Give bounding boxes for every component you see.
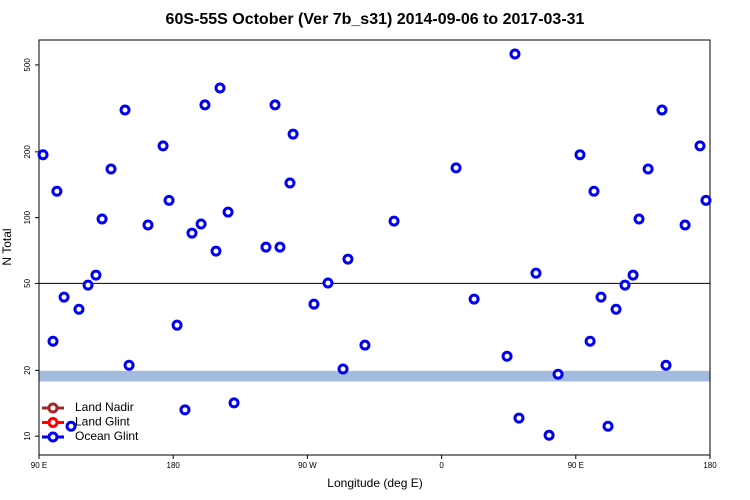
x-tick-label: 90 E: [568, 461, 584, 470]
data-point: [619, 279, 631, 291]
data-point: [700, 194, 712, 206]
data-point: [337, 363, 349, 375]
x-tick-label: 180: [703, 461, 717, 470]
data-point: [119, 104, 131, 116]
data-point: [210, 245, 222, 257]
data-point: [186, 227, 198, 239]
x-tick-label: 0: [439, 461, 444, 470]
y-tick-label: 200: [23, 145, 32, 159]
data-point: [656, 104, 668, 116]
x-axis-label: Longitude (deg E): [327, 476, 422, 490]
y-tick-label: 500: [23, 58, 32, 72]
chart-title: 60S-55S October (Ver 7b_s31) 2014-09-06 …: [166, 11, 585, 28]
data-point: [642, 163, 654, 175]
legend-label: Ocean Glint: [75, 429, 139, 443]
x-tick-label: 90 W: [298, 461, 317, 470]
legend-label: Land Nadir: [75, 400, 134, 414]
reference-band: [39, 370, 710, 382]
data-point: [509, 48, 521, 60]
plot-frame: [38, 39, 711, 456]
data-point: [142, 219, 154, 231]
data-point: [171, 319, 183, 331]
data-point: [82, 279, 94, 291]
data-point: [65, 420, 77, 432]
data-point: [195, 218, 207, 230]
data-point: [105, 163, 117, 175]
data-point: [58, 291, 70, 303]
data-point: [513, 412, 525, 424]
data-point: [73, 303, 85, 315]
data-point: [269, 99, 281, 111]
data-point: [501, 350, 513, 362]
data-point: [627, 269, 639, 281]
data-point: [322, 277, 334, 289]
legend-label: Land Glint: [75, 415, 130, 429]
data-point: [214, 82, 226, 94]
data-point: [530, 267, 542, 279]
data-point: [287, 128, 299, 140]
data-point: [610, 303, 622, 315]
data-point: [123, 359, 135, 371]
data-point: [228, 397, 240, 409]
data-point: [595, 291, 607, 303]
data-point: [179, 404, 191, 416]
y-tick-label: 50: [23, 278, 32, 287]
data-point: [660, 359, 672, 371]
data-point: [47, 335, 59, 347]
data-point: [37, 149, 49, 161]
data-point: [694, 140, 706, 152]
data-point: [574, 149, 586, 161]
x-tick-label: 180: [167, 461, 181, 470]
data-point: [633, 213, 645, 225]
data-point: [308, 298, 320, 310]
data-point: [222, 206, 234, 218]
y-tick-label: 20: [23, 365, 32, 374]
data-point: [157, 140, 169, 152]
y-tick-label: 100: [23, 210, 32, 224]
legend-marker: [47, 431, 59, 443]
data-point: [543, 429, 555, 441]
legend-marker: [47, 417, 59, 428]
data-point: [359, 339, 371, 351]
data-point: [468, 293, 480, 305]
data-point: [199, 99, 211, 111]
data-point: [274, 241, 286, 253]
data-point: [388, 215, 400, 227]
data-point: [163, 194, 175, 206]
data-point: [342, 253, 354, 265]
data-point: [679, 219, 691, 231]
data-point: [284, 177, 296, 189]
y-tick-label: 10: [23, 431, 32, 440]
data-point: [51, 185, 63, 197]
y-axis-label: N Total: [0, 228, 14, 265]
data-point: [552, 368, 564, 380]
data-point: [602, 420, 614, 432]
data-point: [260, 241, 272, 253]
x-tick-label: 90 E: [31, 461, 47, 470]
data-point: [450, 162, 462, 174]
data-point: [90, 269, 102, 281]
data-point: [96, 213, 108, 225]
data-point: [584, 335, 596, 347]
data-point: [588, 185, 600, 197]
legend-marker: [47, 402, 59, 414]
